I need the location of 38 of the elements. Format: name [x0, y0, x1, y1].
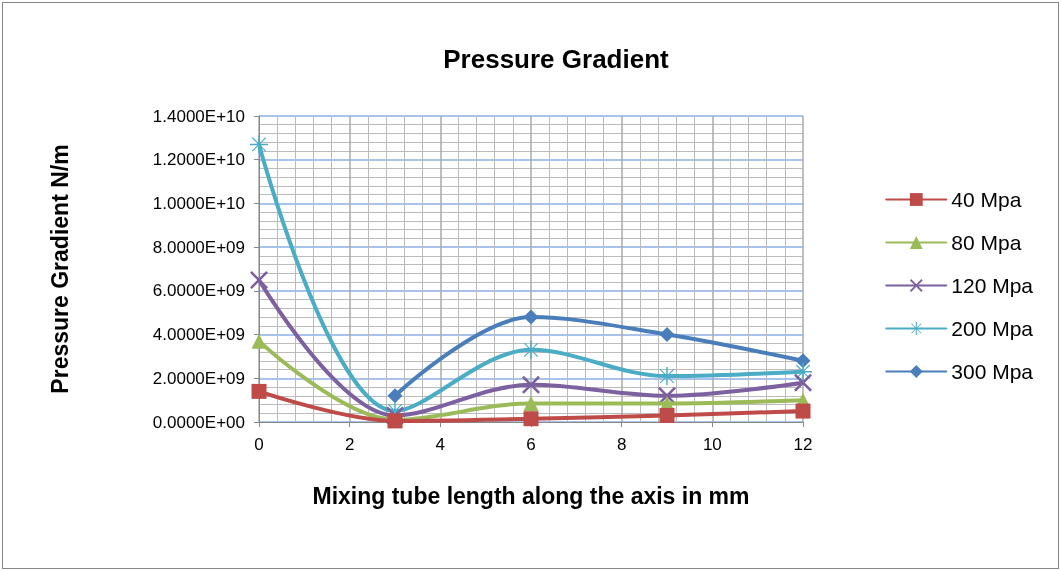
- y-tick-label: 1.4000E+10: [152, 106, 245, 126]
- point: [523, 395, 539, 411]
- point: [251, 383, 267, 399]
- y-tick-label: 0.0000E+00: [152, 412, 245, 432]
- x-tick-label: 0: [254, 435, 264, 454]
- y-tick-label: 4.0000E+09: [152, 325, 245, 345]
- point: [659, 407, 675, 423]
- point: [794, 362, 812, 381]
- x-tick-label: 4: [435, 435, 446, 454]
- point: [795, 403, 811, 419]
- point: [795, 353, 811, 369]
- x-tick-label: 6: [526, 435, 536, 454]
- y-tick-label: 2.0000E+09: [152, 368, 245, 388]
- legend-label: 200 Mpa: [951, 317, 1034, 340]
- y-axis-title: Pressure Gradient N/m: [46, 144, 73, 394]
- point: [250, 135, 268, 154]
- point: [658, 367, 676, 386]
- point: [251, 333, 267, 349]
- point: [794, 373, 812, 392]
- legend-label: 300 Mpa: [951, 360, 1034, 383]
- x-axis-title: Mixing tube length along the axis in mm: [312, 482, 750, 509]
- x-tick-label: 12: [793, 435, 813, 454]
- chart-title: Pressure Gradient: [443, 44, 670, 74]
- point: [387, 388, 403, 404]
- point: [659, 327, 675, 343]
- y-tick-label: 6.0000E+09: [152, 281, 245, 301]
- y-tick-label: 8.0000E+09: [152, 237, 245, 257]
- point: [523, 309, 539, 325]
- x-tick-label: 10: [702, 435, 722, 454]
- point: [523, 411, 539, 427]
- point: [522, 340, 540, 359]
- legend-label: 40 Mpa: [951, 188, 1022, 211]
- y-tick-label: 1.0000E+10: [152, 193, 245, 213]
- x-tick-label: 2: [344, 435, 355, 454]
- legend-label: 120 Mpa: [951, 274, 1034, 297]
- x-tick-label: 8: [616, 435, 627, 454]
- legend-label: 80 Mpa: [951, 231, 1022, 254]
- y-tick-label: 1.2000E+10: [152, 150, 245, 170]
